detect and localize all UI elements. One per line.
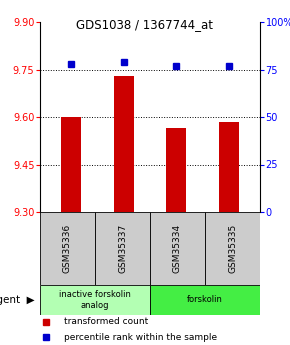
Text: percentile rank within the sample: percentile rank within the sample (64, 333, 217, 342)
Bar (166, 128, 186, 212)
Text: GSM35336: GSM35336 (63, 224, 72, 273)
Bar (40, 212, 95, 285)
Bar (95, 212, 150, 285)
Bar (150, 285, 260, 315)
Text: inactive forskolin
analog: inactive forskolin analog (59, 290, 131, 310)
Text: transformed count: transformed count (64, 317, 148, 326)
Bar (40, 285, 150, 315)
Text: GSM35334: GSM35334 (173, 224, 182, 273)
Bar (114, 76, 134, 212)
Text: forskolin: forskolin (187, 296, 223, 305)
Bar (150, 212, 205, 285)
Text: GSM35337: GSM35337 (118, 224, 127, 273)
Text: agent  ▶: agent ▶ (0, 295, 34, 305)
Text: GDS1038 / 1367744_at: GDS1038 / 1367744_at (77, 18, 213, 31)
Text: GSM35335: GSM35335 (228, 224, 237, 273)
Bar (61, 117, 81, 212)
Bar (219, 122, 238, 212)
Bar (205, 212, 260, 285)
